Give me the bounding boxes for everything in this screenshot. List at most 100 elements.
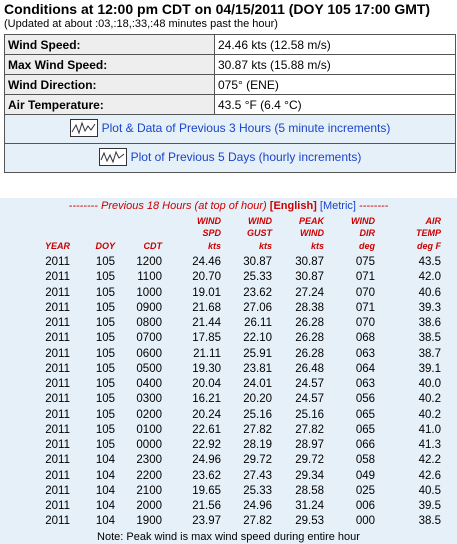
history-cell-wind-dir: 068 xyxy=(355,332,375,345)
history-cell-doy: 105 xyxy=(95,439,115,451)
history-cell-wind-dir: 063 xyxy=(355,378,375,390)
history-cell-wind-dir: 063 xyxy=(355,347,375,360)
plot-5-days-cell: Plot of Previous 5 Days (hourly incremen… xyxy=(4,143,456,173)
column-header-peak-wind: kts xyxy=(310,241,324,251)
history-cell-year: 2011 xyxy=(45,408,70,421)
history-cell-year: 2011 xyxy=(45,500,70,512)
history-cell-year: 2011 xyxy=(45,454,70,467)
history-cell-wind-speed: 19.01 xyxy=(192,286,221,299)
plot-5-days-label[interactable]: Plot of Previous 5 Days (hourly incremen… xyxy=(130,150,362,164)
history-cell-air-temp: 40.0 xyxy=(418,378,441,390)
table-row: Plot & Data of Previous 3 Hours (5 minut… xyxy=(4,114,456,144)
column-header-wind-gust: GUST xyxy=(246,228,272,238)
history-cell-wind-speed: 21.68 xyxy=(192,301,221,314)
chart-thumbnail-icon[interactable] xyxy=(69,119,98,137)
history-cell-cdt: 0500 xyxy=(136,362,162,375)
history-cell-air-temp: 39.5 xyxy=(418,500,441,512)
history-cell-wind-gust: 24.01 xyxy=(243,378,272,390)
plot-3-hours-label[interactable]: Plot & Data of Previous 3 Hours (5 minut… xyxy=(101,121,391,135)
history-cell-cdt: 1200 xyxy=(136,256,162,268)
history-cell-wind-dir: 075 xyxy=(355,256,375,268)
history-cell-wind-speed: 17.85 xyxy=(192,332,221,345)
history-cell-doy: 105 xyxy=(95,301,115,314)
history-cell-wind-speed: 16.21 xyxy=(192,393,221,406)
history-cell-peak-wind: 29.72 xyxy=(295,454,324,467)
history-cell-wind-speed: 19.30 xyxy=(192,362,221,375)
history-cell-doy: 105 xyxy=(95,317,115,329)
history-cell-wind-speed: 21.11 xyxy=(193,347,221,360)
column-header-wind-speed: kts xyxy=(207,241,221,251)
wind-speed-label: Wind Speed: xyxy=(4,34,215,55)
history-cell-peak-wind: 30.87 xyxy=(295,256,324,268)
column-header-air-temp: AIR xyxy=(425,216,442,226)
history-cell-wind-gust: 29.72 xyxy=(243,454,272,467)
history-cell-air-temp: 40.5 xyxy=(418,484,441,497)
history-cell-cdt: 0000 xyxy=(136,439,162,451)
history-cell-wind-gust: 27.82 xyxy=(243,515,272,528)
history-cell-wind-speed: 23.62 xyxy=(192,469,221,482)
history-title-prefix: -------- Previous 18 Hours (at top of ho… xyxy=(68,200,267,212)
conditions-table: Wind Speed: 24.46 kts (12.58 m/s) Max Wi… xyxy=(4,34,456,173)
history-cell-peak-wind: 25.16 xyxy=(295,408,324,421)
table-row: Max Wind Speed: 30.87 kts (15.88 m/s) xyxy=(4,54,456,75)
wind-direction-label: Wind Direction: xyxy=(4,74,215,95)
column-header-peak-wind: WIND xyxy=(300,228,324,238)
air-temperature-value: 43.5 °F (6.4 °C) xyxy=(214,94,456,115)
history-cell-year: 2011 xyxy=(45,439,70,451)
chart-thumbnail-icon[interactable] xyxy=(98,148,127,166)
history-cell-cdt: 2300 xyxy=(136,454,162,467)
column-header-air-temp: deg F xyxy=(417,241,441,251)
wind-speed-value: 24.46 kts (12.58 m/s) xyxy=(214,34,456,55)
history-cell-cdt: 0100 xyxy=(136,423,162,436)
history-cell-doy: 105 xyxy=(95,393,115,406)
history-cell-doy: 105 xyxy=(95,271,115,284)
history-cell-air-temp: 43.5 xyxy=(418,256,441,268)
history-cell-cdt: 0300 xyxy=(136,393,162,406)
history-cell-wind-dir: 064 xyxy=(355,362,375,375)
history-cell-wind-gust: 23.81 xyxy=(243,362,272,375)
history-cell-cdt: 0400 xyxy=(136,378,162,390)
table-row: Wind Direction: 075° (ENE) xyxy=(4,74,456,95)
column-header-peak-wind: PEAK xyxy=(298,216,324,226)
history-cell-wind-gust: 22.10 xyxy=(243,332,272,345)
history-cell-wind-gust: 27.06 xyxy=(243,301,272,314)
history-cell-air-temp: 40.2 xyxy=(418,393,441,406)
column-header-wind-gust: WIND xyxy=(248,216,272,226)
history-cell-wind-dir: 056 xyxy=(355,393,375,406)
history-cell-wind-dir: 066 xyxy=(355,439,375,451)
max-wind-speed-label: Max Wind Speed: xyxy=(4,54,215,75)
history-cell-cdt: 2100 xyxy=(136,484,162,497)
history-cell-peak-wind: 29.34 xyxy=(295,469,324,482)
history-cell-wind-dir: 006 xyxy=(355,500,375,512)
column-header-doy: DOY xyxy=(95,241,115,251)
history-cell-wind-dir: 071 xyxy=(355,301,375,314)
column-header-wind-dir: WIND xyxy=(351,216,375,226)
history-cell-cdt: 0200 xyxy=(136,408,162,421)
history-cell-doy: 105 xyxy=(95,256,115,268)
history-cell-cdt: 0800 xyxy=(136,317,162,329)
history-cell-peak-wind: 26.28 xyxy=(295,347,324,360)
history-title: -------- Previous 18 Hours (at top of ho… xyxy=(0,200,457,212)
plot-3-hours-link[interactable]: Plot & Data of Previous 3 Hours (5 minut… xyxy=(69,119,391,137)
history-cell-wind-gust: 30.87 xyxy=(243,256,272,268)
metric-units-link[interactable]: [Metric] xyxy=(319,200,356,212)
peak-wind-note: Note: Peak wind is max wind speed during… xyxy=(97,531,360,543)
history-cell-wind-speed: 19.65 xyxy=(192,484,221,497)
history-cell-wind-gust: 25.33 xyxy=(243,271,272,284)
history-cell-wind-gust: 27.43 xyxy=(243,469,272,482)
history-cell-air-temp: 42.6 xyxy=(418,469,441,482)
history-cell-air-temp: 39.1 xyxy=(418,362,441,375)
history-cell-wind-speed: 21.44 xyxy=(192,317,221,329)
history-cell-doy: 105 xyxy=(95,378,115,390)
history-cell-peak-wind: 28.38 xyxy=(295,301,324,314)
plot-5-days-link[interactable]: Plot of Previous 5 Days (hourly incremen… xyxy=(98,148,362,166)
history-cell-year: 2011 xyxy=(45,393,70,406)
history-cell-air-temp: 38.6 xyxy=(418,317,441,329)
history-cell-doy: 104 xyxy=(95,500,115,512)
column-header-wind-gust: kts xyxy=(258,241,272,251)
history-cell-year: 2011 xyxy=(45,469,70,482)
history-cell-doy: 105 xyxy=(95,347,115,360)
history-cell-air-temp: 38.5 xyxy=(418,515,441,528)
history-cell-wind-gust: 25.33 xyxy=(243,484,272,497)
history-cell-cdt: 1900 xyxy=(136,515,162,528)
